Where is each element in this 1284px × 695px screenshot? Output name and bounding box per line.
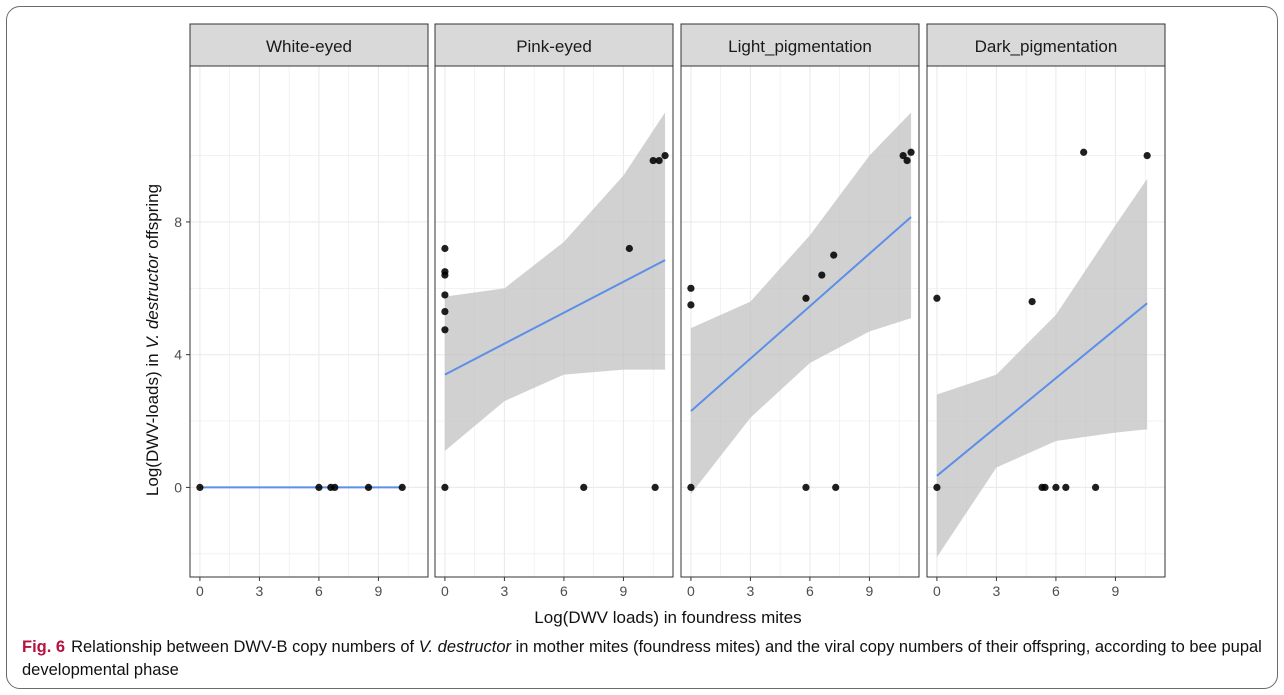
data-point bbox=[687, 301, 695, 309]
data-point bbox=[441, 244, 449, 253]
figure-label: Fig. 6 bbox=[22, 638, 66, 656]
data-point bbox=[649, 156, 657, 165]
x-tick-label: 0 bbox=[441, 583, 449, 599]
x-tick-label: 0 bbox=[687, 583, 695, 599]
data-point bbox=[580, 483, 588, 492]
data-point bbox=[933, 294, 941, 302]
data-point bbox=[315, 483, 323, 492]
facet-strip bbox=[189, 23, 429, 67]
data-point bbox=[907, 148, 915, 156]
x-tick-label: 9 bbox=[866, 583, 874, 599]
facet-strip bbox=[926, 23, 1166, 67]
caption-text: Relationship between DWV-B copy numbers … bbox=[71, 638, 419, 656]
panel-background bbox=[190, 66, 428, 577]
data-point bbox=[1052, 483, 1060, 492]
facet-strip-label: Dark_pigmentation bbox=[975, 37, 1118, 56]
data-point bbox=[651, 483, 659, 492]
x-tick-label: 3 bbox=[501, 583, 509, 599]
y-axis-title: Log(DWV-loads) in V. destructor offsprin… bbox=[143, 184, 162, 496]
data-point bbox=[818, 271, 826, 279]
facet-strip-label: Light_pigmentation bbox=[728, 37, 872, 56]
panel-border bbox=[189, 65, 429, 578]
data-point bbox=[687, 483, 695, 492]
faceted-scatter-chart: Log(DWV-loads) in V. destructor offsprin… bbox=[143, 23, 1166, 627]
x-tick-label: 9 bbox=[1112, 583, 1120, 599]
data-point bbox=[196, 483, 204, 492]
data-point bbox=[899, 151, 907, 160]
figure-caption: Fig. 6 Relationship between DWV-B copy nu… bbox=[22, 636, 1262, 682]
caption-text-rest: in mother mites (foundress mites) and th… bbox=[22, 638, 1262, 679]
data-point bbox=[830, 251, 838, 259]
data-point bbox=[398, 483, 406, 492]
data-point bbox=[441, 271, 449, 279]
confidence-band bbox=[444, 112, 666, 451]
data-point bbox=[832, 483, 840, 492]
y-tick-label: 8 bbox=[174, 214, 182, 230]
data-point bbox=[802, 294, 810, 302]
x-axis-title: Log(DWV loads) in foundress mites bbox=[534, 608, 801, 627]
data-point bbox=[1080, 148, 1088, 156]
regression-line bbox=[936, 302, 1148, 477]
data-point bbox=[933, 483, 941, 492]
data-point bbox=[364, 483, 373, 492]
caption-species: V. destructor bbox=[418, 638, 512, 656]
data-point bbox=[903, 156, 911, 165]
data-point bbox=[1028, 297, 1036, 306]
x-tick-label: 0 bbox=[196, 583, 204, 599]
data-point bbox=[1143, 151, 1151, 160]
confidence-band bbox=[936, 178, 1148, 558]
data-point bbox=[802, 483, 810, 492]
data-point bbox=[441, 291, 449, 299]
data-point bbox=[441, 326, 449, 334]
facet-strip-label: White-eyed bbox=[266, 37, 352, 56]
facet-panel: White-eyed 0 3 6 9 bbox=[189, 23, 429, 599]
data-point bbox=[331, 483, 339, 492]
data-point bbox=[1062, 483, 1070, 492]
data-point bbox=[687, 284, 695, 292]
y-tick-label: 4 bbox=[174, 347, 182, 363]
panel-border bbox=[434, 65, 674, 578]
confidence-band bbox=[690, 112, 912, 495]
y-tick-label: 0 bbox=[174, 479, 182, 495]
facet-panel: Dark_pigmentation 0 3 6 9 bbox=[926, 23, 1166, 599]
data-point bbox=[661, 151, 669, 160]
facet-panel: Light_pigmentation 0 3 6 9 bbox=[680, 23, 920, 599]
x-tick-label: 6 bbox=[1052, 583, 1060, 599]
data-point bbox=[655, 156, 663, 165]
data-point bbox=[441, 483, 449, 492]
data-point bbox=[1091, 483, 1100, 492]
facet-strip bbox=[680, 23, 920, 67]
x-tick-label: 9 bbox=[375, 583, 383, 599]
facet-strip-label: Pink-eyed bbox=[516, 37, 592, 56]
x-tick-label: 6 bbox=[560, 583, 568, 599]
data-point bbox=[625, 244, 633, 253]
x-tick-label: 6 bbox=[315, 583, 323, 599]
x-tick-label: 0 bbox=[933, 583, 941, 599]
data-point bbox=[1041, 483, 1049, 492]
regression-line bbox=[690, 216, 912, 412]
data-point bbox=[441, 307, 449, 316]
x-tick-label: 3 bbox=[747, 583, 755, 599]
x-tick-label: 9 bbox=[620, 583, 628, 599]
x-tick-label: 6 bbox=[806, 583, 814, 599]
x-tick-label: 3 bbox=[993, 583, 1001, 599]
panel-border bbox=[926, 65, 1166, 578]
regression-line bbox=[444, 259, 666, 376]
facet-panel: Pink-eyed 0 3 6 9 bbox=[434, 23, 674, 599]
x-tick-label: 3 bbox=[256, 583, 264, 599]
panel-border bbox=[680, 65, 920, 578]
